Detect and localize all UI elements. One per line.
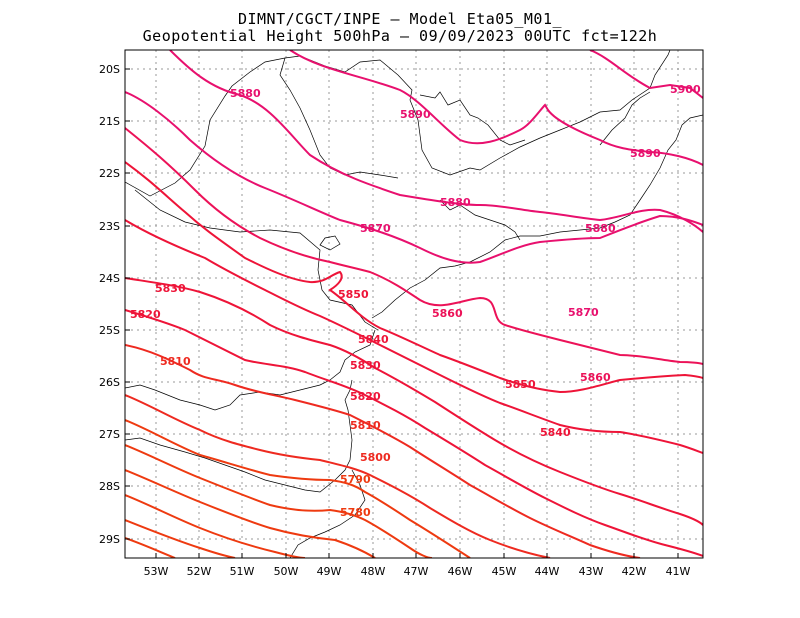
gridlines	[125, 50, 703, 558]
contour-5780	[125, 444, 433, 558]
contour-label: 5870	[360, 222, 391, 235]
contour-5740	[125, 537, 176, 558]
lat-tick-label: 28S	[99, 480, 120, 493]
lat-tick-label: 22S	[99, 167, 120, 180]
contour-label: 5790	[340, 473, 371, 486]
lon-tick-label: 44W	[535, 565, 560, 578]
contour-labels: 5900 5890 5890 5880 5880 5880 5870 5870 …	[130, 83, 701, 519]
lon-tick-label: 52W	[187, 565, 212, 578]
plot-frame	[124, 49, 704, 559]
contour-label: 5880	[585, 222, 616, 235]
lat-tick-label: 23S	[99, 220, 120, 233]
contour-label: 5860	[580, 371, 611, 384]
lon-tick-label: 50W	[274, 565, 299, 578]
latitude-labels: 20S 21S 22S 23S 24S 25S 26S 27S 28S 29S	[99, 63, 120, 546]
contour-5750	[125, 519, 236, 558]
contour-label: 5890	[630, 147, 661, 160]
contour-5860	[125, 127, 703, 365]
contour-lines	[125, 50, 703, 558]
contour-label: 5780	[340, 506, 371, 519]
contour-5810	[125, 344, 641, 558]
contour-5900	[589, 50, 703, 99]
lon-tick-label: 51W	[230, 565, 255, 578]
lon-tick-label: 42W	[622, 565, 647, 578]
lat-tick-label: 29S	[99, 533, 120, 546]
lat-tick-label: 27S	[99, 428, 120, 441]
contour-label: 5860	[432, 307, 463, 320]
contour-label: 5820	[130, 308, 161, 321]
lon-tick-label: 48W	[361, 565, 386, 578]
contour-5890	[289, 50, 703, 166]
lat-tick-label: 21S	[99, 115, 120, 128]
lon-tick-label: 47W	[404, 565, 429, 578]
contour-5850	[125, 161, 703, 394]
contour-label: 5890	[400, 108, 431, 121]
longitude-labels: 53W 52W 51W 50W 49W 48W 47W 46W 45W 44W …	[144, 565, 691, 578]
contour-label: 5800	[360, 451, 391, 464]
contour-label: 5840	[358, 333, 389, 346]
lon-tick-label: 49W	[317, 565, 342, 578]
lat-tick-label: 26S	[99, 376, 120, 389]
contour-5830	[125, 277, 703, 526]
contour-label: 5810	[160, 355, 191, 368]
lat-tick-label: 25S	[99, 324, 120, 337]
contour-label: 5820	[350, 390, 381, 403]
contour-label: 5880	[440, 196, 471, 209]
map-title-line2: Geopotential Height 500hPa – 09/09/2023 …	[142, 27, 658, 45]
contour-5820	[125, 309, 703, 557]
contour-label: 5900	[670, 83, 701, 96]
contour-5880-a	[169, 50, 703, 233]
lat-tick-label: 24S	[99, 272, 120, 285]
lon-tick-label: 46W	[448, 565, 473, 578]
map-title-line1: DIMNT/CGCT/INPE – Model Eta05_M01_	[237, 10, 563, 28]
contour-5790	[125, 419, 471, 558]
lon-tick-label: 43W	[579, 565, 604, 578]
contour-label: 5810	[350, 419, 381, 432]
contour-label: 5830	[350, 359, 381, 372]
contour-5760	[125, 494, 306, 558]
lat-tick-label: 20S	[99, 63, 120, 76]
contour-5800	[125, 394, 551, 558]
tick-marks	[125, 68, 679, 558]
contour-5870	[125, 91, 703, 264]
contour-label: 5870	[568, 306, 599, 319]
contour-label: 5850	[505, 378, 536, 391]
contour-5770	[125, 469, 376, 558]
contour-5840	[125, 219, 703, 454]
lon-tick-label: 53W	[144, 565, 169, 578]
contour-label: 5830	[155, 282, 186, 295]
contour-label: 5850	[338, 288, 369, 301]
lon-tick-label: 45W	[492, 565, 517, 578]
contour-label: 5840	[540, 426, 571, 439]
lon-tick-label: 41W	[666, 565, 691, 578]
contour-label: 5880	[230, 87, 261, 100]
